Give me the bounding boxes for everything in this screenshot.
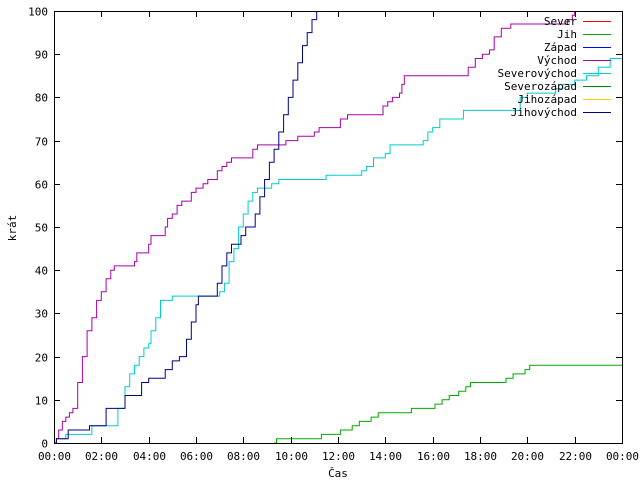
y-tick-label: 30 [35,308,48,321]
x-tick-label: 04:00 [133,450,166,463]
y-axis: 0 10 20 30 40 50 60 70 80 90 100 [28,6,622,451]
series-line-5 [54,58,622,443]
x-tick-label: 18:00 [464,450,497,463]
legend-label-1: Sever [544,15,577,28]
x-axis-title: Čas [328,467,348,480]
x-tick-label: 12:00 [322,450,355,463]
y-tick-label: 70 [35,136,48,149]
series-line-2 [274,364,622,443]
series-line-8 [54,11,318,443]
y-tick-label: 10 [35,395,48,408]
legend-label-6: Severozápad [504,80,577,93]
y-tick-label: 20 [35,352,48,365]
x-tick-label: 08:00 [227,450,260,463]
legend-label-7: Jihozápad [517,93,577,106]
y-axis-title: krát [6,215,19,242]
legend-label-4: Východ [537,54,577,67]
x-axis: 00:00 02:00 04:00 06:00 08:00 10:00 12:00 14:00… [38,11,639,463]
y-tick-label: 80 [35,92,48,105]
x-tick-label: 20:00 [511,450,544,463]
x-tick-label: 14:00 [369,450,402,463]
y-tick-label: 90 [35,49,48,62]
legend-label-2: Jih [557,28,577,41]
series-line-4 [54,11,576,443]
x-tick-label: 22:00 [559,450,592,463]
x-tick-label: 06:00 [180,450,213,463]
y-tick-label: 50 [35,222,48,235]
x-tick-label: 16:00 [417,450,450,463]
plot-area [54,11,622,443]
y-tick-label: 0 [41,438,48,451]
legend-label-8: Jihovýchod [511,106,577,119]
legend-label-3: Západ [544,41,577,54]
x-tick-label: 10:00 [275,450,308,463]
x-tick-label: 02:00 [85,450,118,463]
y-tick-label: 60 [35,179,48,192]
legend: SeverJihZápadVýchodSeverovýchodSeverozáp… [498,15,611,119]
x-tick-label: 00:00 [38,450,71,463]
x-tick-label: 00:00 [606,450,639,463]
y-tick-label: 40 [35,265,48,278]
legend-label-5: Severovýchod [498,67,577,80]
y-tick-label: 100 [28,6,48,19]
